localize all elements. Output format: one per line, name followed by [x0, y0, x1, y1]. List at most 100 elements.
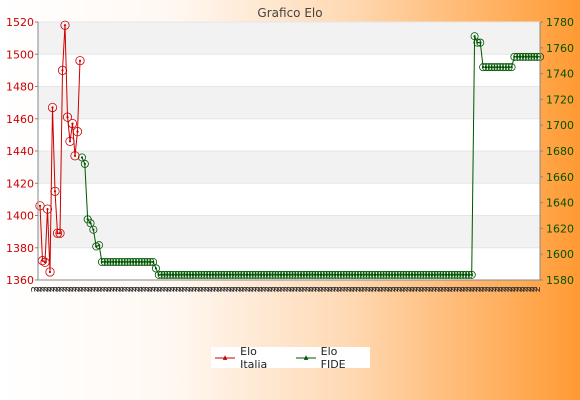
x-tick-label: 2 — [302, 286, 313, 292]
grid-band — [38, 215, 540, 248]
x-tick-label: 2 — [238, 286, 249, 292]
x-tick-label: 2 — [248, 286, 259, 292]
x-tick-label: 2 — [276, 286, 287, 292]
x-tick-label: 2 — [90, 286, 101, 292]
data-point-dot — [80, 156, 84, 159]
x-tick-label: 2 — [166, 286, 177, 292]
left-tick-label: 1440 — [6, 145, 34, 158]
left-tick-label: 1360 — [6, 274, 34, 287]
data-point-dot — [76, 130, 79, 133]
grid-bands — [38, 21, 540, 281]
x-tick-label: 2 — [260, 286, 271, 292]
x-tick-label: 2 — [305, 286, 316, 292]
data-point-dot — [154, 267, 158, 270]
data-point — [149, 257, 158, 266]
legend-label-elo-italia: Elo Italia — [240, 344, 268, 371]
data-point — [80, 159, 89, 168]
x-tick-label: 2 — [39, 286, 50, 292]
right-tick-label: 1640 — [546, 197, 574, 210]
right-tick-label: 1680 — [546, 145, 574, 158]
data-point-dot — [152, 260, 155, 264]
data-point-dot — [56, 232, 59, 235]
x-tick-label: 2 — [182, 286, 193, 292]
x-tick-label: 2 — [251, 286, 262, 292]
x-tick-label: 2 — [279, 286, 290, 292]
x-tick-label: 2 — [267, 286, 278, 292]
data-point-dot — [470, 273, 473, 276]
x-tick-label: 2 — [30, 286, 41, 292]
left-tick-label: 1400 — [6, 210, 34, 223]
x-tick-label: 2 — [96, 286, 107, 292]
data-point — [55, 228, 65, 238]
x-tick-label: 2 — [324, 286, 335, 292]
x-tick-label: 2 — [523, 286, 534, 292]
data-point-dot — [41, 259, 44, 262]
right-tick-label: 1760 — [546, 42, 574, 55]
data-point-dot — [73, 154, 77, 157]
x-tick-label: 2 — [336, 286, 347, 292]
x-tick-label: 2 — [380, 286, 391, 292]
x-tick-label: 2 — [355, 286, 366, 292]
grid-band — [38, 22, 540, 55]
data-point — [65, 136, 75, 146]
x-tick-label: 2 — [497, 286, 508, 292]
x-tick-label: 2 — [333, 286, 344, 292]
right-y-axis: 1580 1600 1620 1640 1660 1680 1700 1720 1740 1760… — [539, 16, 574, 287]
x-tick-label: 2 — [393, 286, 404, 292]
data-point-dot — [66, 116, 69, 119]
right-tick-label: 1600 — [546, 248, 574, 261]
legend-item-elo-italia: Elo Italia — [215, 345, 284, 371]
x-tick-label: 2 — [223, 286, 234, 292]
x-tick-label: 2 — [153, 286, 164, 292]
x-tick-label: 2 — [406, 286, 417, 292]
x-tick-label: 2 — [163, 286, 174, 292]
data-point — [72, 127, 83, 137]
data-point — [52, 228, 63, 238]
data-point-dot — [53, 190, 57, 193]
x-tick-label: 2 — [147, 286, 158, 292]
x-tick-label: 2 — [188, 286, 199, 292]
x-tick-label: 2 — [532, 286, 543, 292]
x-tick-label: 2 — [103, 286, 114, 292]
x-tick-label: 2 — [478, 286, 489, 292]
x-tick-label: 2 — [226, 286, 237, 292]
series-elo-fide — [78, 32, 545, 279]
data-point-dot — [68, 140, 72, 143]
x-tick-label: 2 — [242, 286, 253, 292]
x-tick-label: 2 — [456, 286, 467, 292]
legend: Elo Italia Elo FIDE — [211, 345, 370, 371]
x-tick-label: 2 — [371, 286, 382, 292]
x-tick-label: 2 — [229, 286, 240, 292]
x-tick-label: 2 — [513, 286, 524, 292]
data-point-dot — [43, 261, 47, 264]
x-tick-label: 2 — [384, 286, 395, 292]
x-tick-label: 2 — [292, 286, 303, 292]
x-tick-label: 2 — [403, 286, 414, 292]
x-tick-label: 2 — [115, 286, 126, 292]
data-point — [470, 32, 479, 41]
data-point-dot — [510, 66, 513, 69]
data-point — [42, 204, 53, 214]
x-tick-label: 2 — [169, 286, 180, 292]
x-tick-label: 2 — [320, 286, 331, 292]
x-tick-label: 2 — [49, 286, 60, 292]
x-tick-label: 2 — [77, 286, 88, 292]
data-point — [50, 186, 60, 196]
data-point-dot — [58, 232, 62, 235]
x-tick-label: 2 — [494, 286, 505, 292]
legend-marker-elo-italia — [215, 354, 236, 360]
x-tick-label: 2 — [172, 286, 183, 292]
x-tick-label: 2 — [352, 286, 363, 292]
x-tick-label: 2 — [93, 286, 104, 292]
data-point-dot — [97, 244, 101, 247]
x-tick-label: 2 — [216, 286, 227, 292]
x-tick-label: 2 — [58, 286, 69, 292]
x-tick-label: 2 — [396, 286, 407, 292]
x-tick-label: 2 — [368, 286, 379, 292]
x-tick-label: 2 — [156, 286, 167, 292]
legend-item-elo-fide: Elo FIDE — [295, 345, 363, 371]
x-tick-label: 2 — [428, 286, 439, 292]
x-tick-label: 2 — [210, 286, 221, 292]
x-tick-label: 2 — [412, 286, 423, 292]
